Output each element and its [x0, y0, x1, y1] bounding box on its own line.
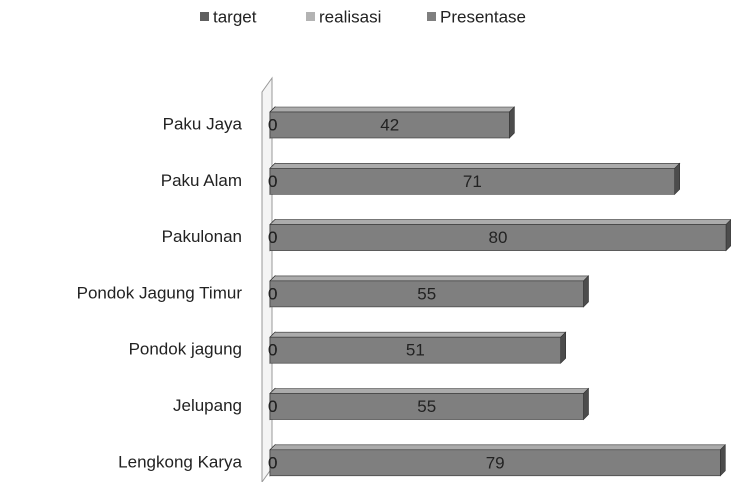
bar-face	[269, 449, 721, 477]
bar-face	[269, 331, 567, 338]
data-label: 0	[268, 341, 277, 360]
legend-swatch	[306, 12, 315, 21]
bar-face	[269, 275, 590, 282]
data-label: 55	[417, 284, 436, 303]
data-label: 79	[486, 453, 505, 472]
bar-face	[269, 280, 584, 308]
data-label: 0	[268, 341, 277, 360]
data-label: 80	[489, 228, 508, 247]
bar-face	[269, 444, 727, 451]
bar-face	[269, 111, 510, 139]
data-label: 0	[268, 115, 277, 134]
category-label: Paku Jaya	[163, 114, 243, 133]
bar-face	[583, 387, 589, 421]
data-label: 0	[268, 172, 277, 191]
data-label: 0	[268, 453, 277, 472]
bar-face	[269, 219, 731, 225]
legend-label: realisasi	[319, 7, 381, 26]
data-label: 0	[268, 284, 277, 303]
bar	[269, 444, 727, 477]
category-label: Lengkong Karya	[118, 452, 242, 471]
bar-face	[269, 106, 516, 113]
legend-label: target	[213, 7, 257, 26]
bar-face	[674, 162, 681, 196]
bar	[269, 331, 567, 364]
bar	[269, 275, 590, 308]
bar-face	[269, 336, 562, 364]
data-label: 0	[268, 228, 277, 247]
bar-face	[725, 219, 731, 252]
category-label: Pondok Jagung Timur	[77, 283, 243, 302]
bar-face	[269, 163, 681, 169]
data-label: 0	[268, 228, 277, 247]
data-label: 42	[380, 115, 399, 134]
bar-face	[719, 444, 726, 477]
bar-face	[269, 393, 584, 420]
bar-face	[583, 275, 589, 308]
bar-face	[509, 106, 515, 139]
data-label: 55	[417, 397, 436, 416]
bar-face	[269, 168, 676, 195]
bar-face	[269, 224, 727, 251]
data-label: 0	[268, 284, 277, 303]
data-label: 0	[268, 397, 277, 416]
bar-face	[560, 331, 567, 364]
legend-swatch	[427, 12, 436, 21]
data-label: 0	[268, 172, 277, 191]
category-label: Paku Alam	[161, 171, 242, 190]
bar-face	[269, 388, 590, 394]
bar	[269, 387, 590, 421]
legend-swatch	[200, 12, 209, 21]
bar	[269, 219, 731, 252]
bar	[269, 106, 516, 139]
data-label: 0	[268, 397, 277, 416]
bar	[269, 162, 681, 196]
legend-label: Presentase	[440, 7, 526, 26]
data-label: 51	[406, 341, 425, 360]
data-label: 71	[463, 172, 482, 191]
category-label: Pakulonan	[162, 227, 242, 246]
category-label: Pondok jagung	[129, 340, 242, 359]
data-label: 0	[268, 115, 277, 134]
data-label: 0	[268, 453, 277, 472]
category-label: Jelupang	[173, 396, 242, 415]
